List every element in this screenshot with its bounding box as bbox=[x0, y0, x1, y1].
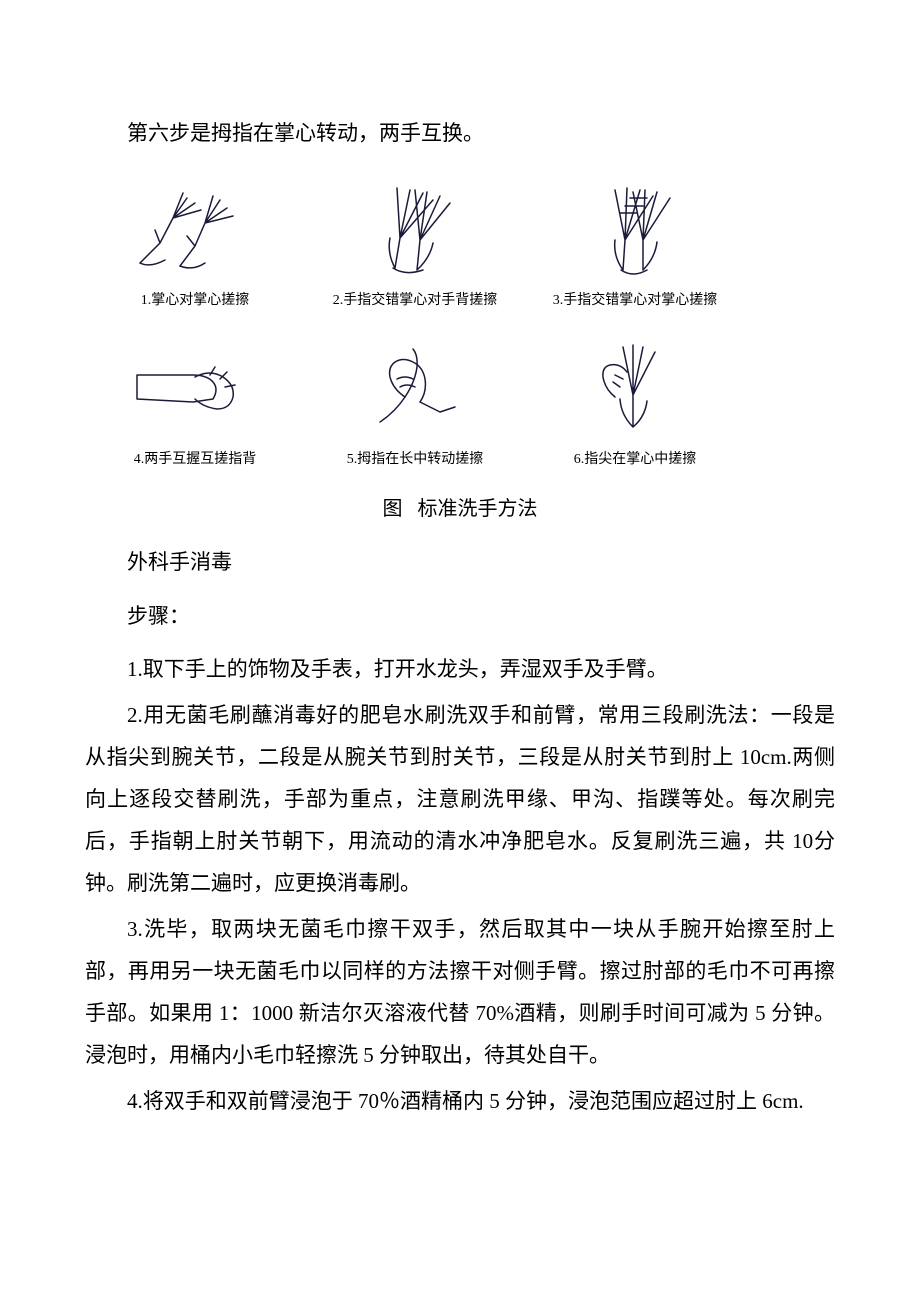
diagram-image-6 bbox=[565, 327, 705, 442]
diagram-cell-3: 3.手指交错掌心对掌心搓擦 bbox=[525, 168, 745, 309]
diagram-cell-5: 5.拇指在长中转动搓擦 bbox=[305, 327, 525, 468]
diagram-image-4 bbox=[125, 327, 265, 442]
diagram-caption-2: 2.手指交错掌心对手背搓擦 bbox=[333, 289, 498, 309]
step-3: 3.洗毕，取两块无菌毛巾擦干双手，然后取其中一块从手腕开始擦至肘上部，再用另一块… bbox=[85, 908, 835, 1076]
diagram-cell-2: 2.手指交错掌心对手背搓擦 bbox=[305, 168, 525, 309]
diagram-cell-4: 4.两手互握互搓指背 bbox=[85, 327, 305, 468]
diagram-cell-6: 6.指尖在掌心中搓擦 bbox=[525, 327, 745, 468]
steps-label: 步骤： bbox=[85, 593, 835, 639]
section-title: 外科手消毒 bbox=[85, 539, 835, 585]
step-2: 2.用无菌毛刷蘸消毒好的肥皂水刷洗双手和前臂，常用三段刷洗法：一段是从指尖到腕关… bbox=[85, 694, 835, 904]
handwash-diagram-grid: 1.掌心对掌心搓擦 2.手指交错掌心对手背搓擦 bbox=[85, 168, 835, 486]
figure-title-prefix: 图 bbox=[383, 498, 403, 520]
diagram-caption-5: 5.拇指在长中转动搓擦 bbox=[347, 448, 484, 468]
diagram-caption-3: 3.手指交错掌心对掌心搓擦 bbox=[553, 289, 718, 309]
step-4: 4.将双手和双前臂浸泡于 70％酒精桶内 5 分钟，浸泡范围应超过肘上 6cm. bbox=[85, 1080, 835, 1122]
diagram-image-5 bbox=[345, 327, 485, 442]
diagram-image-3 bbox=[565, 168, 705, 283]
diagram-cell-1: 1.掌心对掌心搓擦 bbox=[85, 168, 305, 309]
diagram-image-1 bbox=[125, 168, 265, 283]
intro-paragraph: 第六步是拇指在掌心转动，两手互换。 bbox=[85, 110, 835, 156]
diagram-caption-6: 6.指尖在掌心中搓擦 bbox=[574, 448, 697, 468]
figure-title: 图 标准洗手方法 bbox=[85, 492, 835, 521]
diagram-caption-1: 1.掌心对掌心搓擦 bbox=[141, 289, 250, 309]
figure-title-text: 标准洗手方法 bbox=[418, 498, 538, 520]
diagram-caption-4: 4.两手互握互搓指背 bbox=[134, 448, 257, 468]
diagram-image-2 bbox=[345, 168, 485, 283]
step-1: 1.取下手上的饰物及手表，打开水龙头，弄湿双手及手臂。 bbox=[85, 648, 835, 690]
